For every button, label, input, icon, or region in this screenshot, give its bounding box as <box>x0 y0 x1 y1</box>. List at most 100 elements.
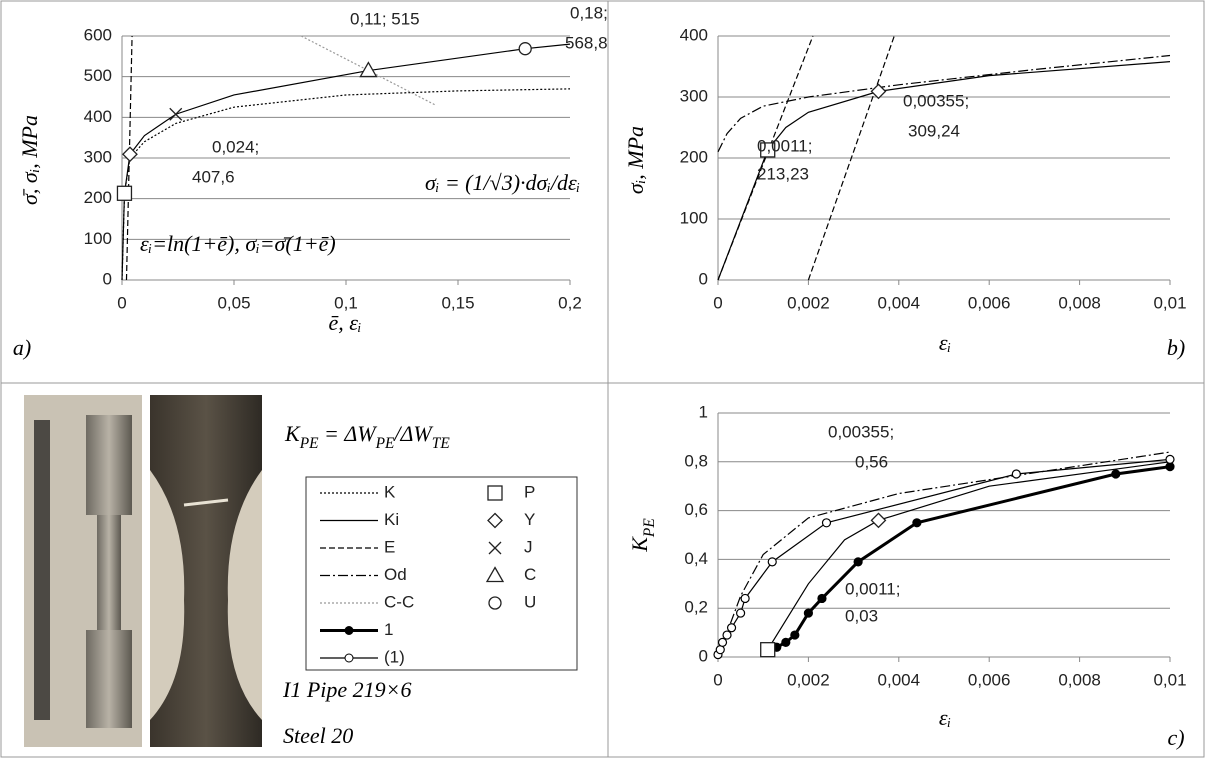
y-tick-label: 100 <box>84 229 112 248</box>
data-point <box>821 518 832 528</box>
material: Steel 20 <box>283 723 353 748</box>
series-line <box>717 54 1171 153</box>
y-tick-label: 200 <box>84 188 112 207</box>
annotation: 568,8 <box>565 33 608 52</box>
marker <box>169 107 183 121</box>
panel-label: a) <box>13 335 31 360</box>
marker <box>870 83 887 100</box>
series-line <box>717 458 1171 655</box>
legend-swatch <box>485 566 505 583</box>
data-point <box>735 608 746 618</box>
panel-label: b) <box>1167 335 1185 360</box>
specimen: I1 Pipe 219×6 <box>282 677 412 702</box>
data-point <box>790 630 800 640</box>
legend-swatch <box>344 653 354 663</box>
legend-label: P <box>524 482 535 501</box>
y-tick-label: 500 <box>84 66 112 85</box>
data-point <box>912 518 922 528</box>
y-tick-label: 0,6 <box>684 500 708 519</box>
x-tick-label: 0,002 <box>787 293 830 312</box>
marker <box>116 185 133 201</box>
formula: εᵢ=ln(1+ē), σᵢ=σ̄(1+ē) <box>140 231 336 256</box>
data-point <box>726 623 737 633</box>
legend-label: Ki <box>384 510 399 529</box>
series-line <box>767 465 1171 652</box>
annotation: 0,18; <box>570 3 608 22</box>
annotation: 0,11; 515 <box>350 9 420 28</box>
legend-label: E <box>384 537 395 556</box>
series-line <box>807 35 895 281</box>
data-point <box>1011 469 1021 479</box>
marker <box>122 146 138 163</box>
x-tick-label: 0 <box>117 293 126 312</box>
y-tick-label: 600 <box>84 25 112 44</box>
x-tick-label: 0,008 <box>1058 670 1101 689</box>
y-tick-label: 300 <box>680 86 708 105</box>
y-tick-label: 200 <box>680 147 708 166</box>
x-tick-label: 0,004 <box>878 293 921 312</box>
series-line <box>300 35 436 106</box>
legend-swatch <box>487 512 503 529</box>
y-tick-label: 100 <box>680 208 708 227</box>
formula: σᵢ = (1/√3)·dσᵢ/dεᵢ <box>425 170 580 195</box>
y-tick-label: 1 <box>699 402 708 421</box>
x-tick-label: 0,01 <box>1153 670 1186 689</box>
legend-label: K <box>384 482 396 501</box>
y-tick-label: 400 <box>680 25 708 44</box>
y-tick-label: 0,4 <box>684 549 708 568</box>
y-axis-title: KPE <box>627 518 658 553</box>
legend-swatch <box>487 485 503 501</box>
annotation: 0,00355; <box>828 422 894 441</box>
annotation: 0,024; <box>212 137 259 156</box>
marker <box>870 512 887 529</box>
legend-box <box>305 476 578 671</box>
subscript: PE <box>375 435 395 452</box>
x-tick-label: 0,1 <box>334 293 358 312</box>
data-point <box>803 608 814 618</box>
series-line <box>121 88 571 281</box>
y-tick-label: 0 <box>699 646 708 665</box>
data-point <box>1111 469 1121 479</box>
marker <box>359 61 378 78</box>
text: K <box>284 421 301 446</box>
text: /ΔW <box>392 421 433 446</box>
x-tick-label: 0 <box>713 670 722 689</box>
legend-label: U <box>524 592 536 611</box>
subscript: TE <box>432 435 451 452</box>
series-line <box>767 461 1171 650</box>
subscript: PE <box>299 435 319 452</box>
marker <box>760 642 776 658</box>
data-point <box>722 630 732 640</box>
y-tick-label: 300 <box>84 147 112 166</box>
x-tick-label: 0,006 <box>968 293 1011 312</box>
panel-label: c) <box>1167 725 1184 750</box>
annotation: 213,23 <box>757 164 809 183</box>
y-tick-label: 0,8 <box>684 451 708 470</box>
y-axis-title: σ̄, σᵢ, MPa <box>17 115 42 205</box>
legend-swatch <box>344 626 354 635</box>
x-tick-label: 0,01 <box>1153 293 1186 312</box>
y-tick-label: 0,2 <box>684 598 708 617</box>
annotation: 0,56 <box>855 452 888 471</box>
marker <box>760 142 776 158</box>
x-tick-label: 0,15 <box>441 293 474 312</box>
x-axis-title: ē, εᵢ <box>329 310 362 335</box>
x-tick-label: 0,008 <box>1058 293 1101 312</box>
x-tick-label: 0,002 <box>787 670 830 689</box>
data-point <box>1165 454 1175 464</box>
photo <box>24 395 262 747</box>
formula: KPE = ΔWPE/ΔWTE <box>284 421 450 452</box>
text: K <box>627 536 652 553</box>
data-point <box>817 593 827 604</box>
annotation: 0,0011; <box>845 579 900 598</box>
legend-label: J <box>524 537 533 556</box>
data-point <box>781 637 791 647</box>
series-line <box>717 35 814 281</box>
y-axis-title: σᵢ, MPa <box>623 126 648 194</box>
x-tick-label: 0 <box>713 293 722 312</box>
data-point <box>767 557 777 567</box>
annotation: 407,6 <box>192 167 235 186</box>
annotation: 0,03 <box>845 606 878 625</box>
